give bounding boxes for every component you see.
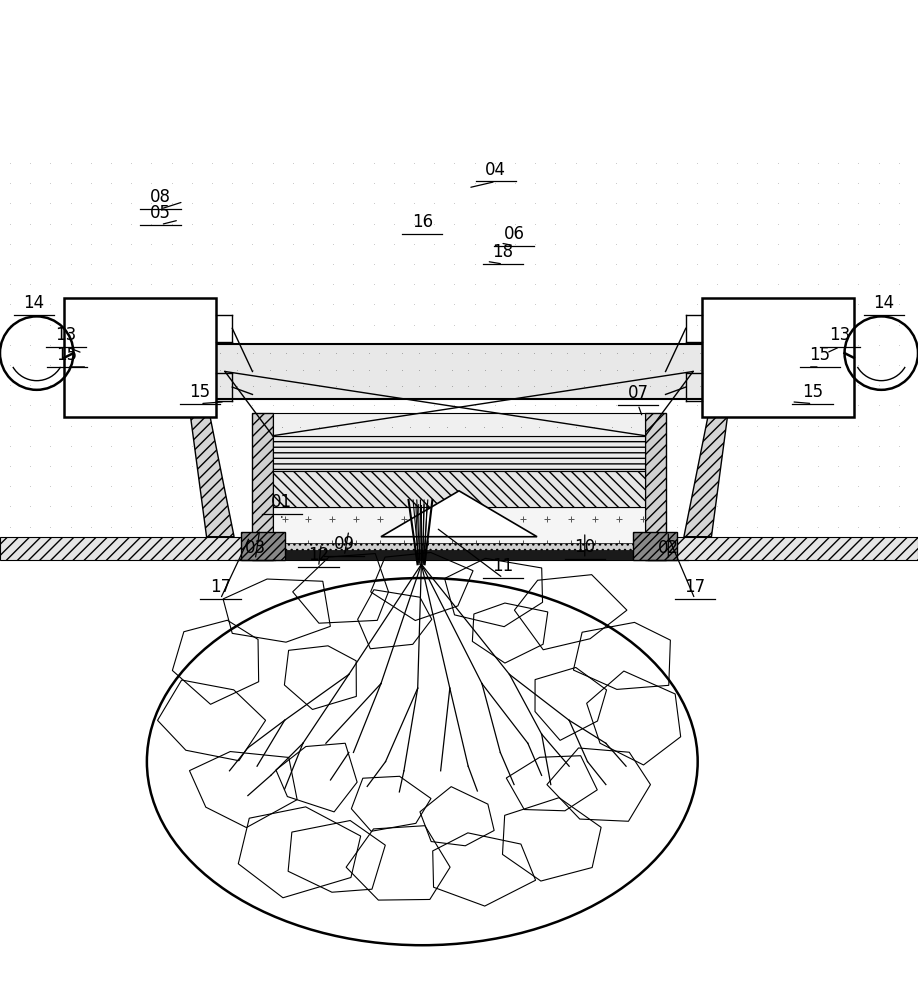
Text: 15: 15 [809,346,831,364]
Text: 09: 09 [334,535,354,553]
Text: 10: 10 [574,538,596,556]
Bar [241,532,285,560]
Polygon shape [684,367,730,537]
Bar [273,413,645,436]
Bar [633,532,677,560]
Text: 04: 04 [486,161,506,179]
Bar [645,413,666,560]
Bar [170,344,748,399]
Bar [252,413,273,560]
Text: 15: 15 [189,383,211,401]
Bar [273,550,645,560]
Bar [702,298,854,417]
Bar [273,436,645,471]
Bar [273,543,645,550]
Bar [721,344,748,399]
Text: 18: 18 [492,243,514,261]
Bar [0,537,918,560]
Bar [273,471,645,507]
Text: 12: 12 [308,546,330,564]
Text: 13: 13 [55,326,77,344]
Text: 17: 17 [684,578,706,596]
Text: 05: 05 [151,204,171,222]
Bar [170,344,197,399]
Text: 08: 08 [151,188,171,206]
Text: 03: 03 [244,539,266,557]
Text: 16: 16 [411,213,433,231]
Text: 15: 15 [56,346,78,364]
Text: 06: 06 [504,225,524,243]
Text: 14: 14 [873,294,895,312]
Text: 13: 13 [829,326,851,344]
Text: 11: 11 [492,557,514,575]
Bar [273,507,645,555]
Text: 07: 07 [628,384,648,402]
Polygon shape [188,367,234,537]
Text: 01: 01 [271,493,293,511]
Polygon shape [381,491,537,537]
Text: 15: 15 [801,383,823,401]
Text: 14: 14 [23,294,45,312]
Text: 02: 02 [657,539,679,557]
Text: 17: 17 [209,578,231,596]
Bar [64,298,216,417]
